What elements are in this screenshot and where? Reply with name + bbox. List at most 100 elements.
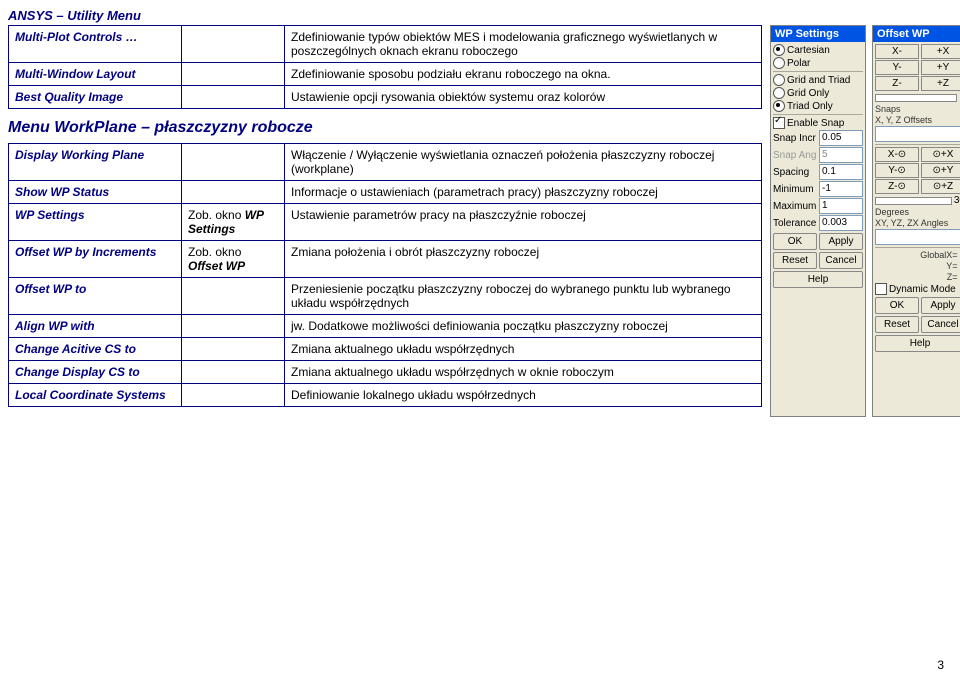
rotate-button[interactable]: ⊙+Y — [921, 163, 960, 178]
global-readout: Y= 0 — [875, 261, 960, 271]
table-cell — [182, 278, 285, 315]
table-cell: Zob. okno Offset WP — [182, 241, 285, 278]
help-button[interactable]: Help — [773, 271, 863, 288]
header-text: ANSYS – Utility Menu — [8, 8, 960, 23]
table-cell: Change Display CS to — [9, 361, 182, 384]
cancel-button[interactable]: Cancel — [819, 252, 863, 269]
offset-button[interactable]: +Y — [921, 60, 960, 75]
field-label: Maximum — [773, 201, 817, 212]
radio-icon[interactable] — [773, 44, 785, 56]
radio-label: Polar — [787, 58, 810, 69]
rotate-button[interactable]: X-⊙ — [875, 147, 919, 162]
table-cell — [182, 26, 285, 63]
offset-button[interactable]: +X — [921, 44, 960, 59]
table-cell — [182, 361, 285, 384]
table-cell — [182, 384, 285, 407]
wp-settings-panel: WP Settings CartesianPolar Grid and Tria… — [770, 25, 866, 417]
table-workplane: Display Working Plane Włączenie / Wyłącz… — [8, 143, 762, 407]
rotate-button[interactable]: Z-⊙ — [875, 179, 919, 194]
dynamic-mode-row[interactable]: Dynamic Mode — [875, 283, 960, 295]
radio-icon[interactable] — [773, 57, 785, 69]
radio-icon[interactable] — [773, 100, 785, 112]
help-button[interactable]: Help — [875, 335, 960, 352]
table-cell: Zmiana aktualnego układu współrzędnych — [285, 338, 762, 361]
table-cell: Zdefiniowanie typów obiektów MES i model… — [285, 26, 762, 63]
table-cell: Przeniesienie początku płaszczyzny roboc… — [285, 278, 762, 315]
rot-slider[interactable] — [875, 197, 952, 205]
table-cell — [182, 181, 285, 204]
snaps-sub: X, Y, Z Offsets — [875, 115, 960, 125]
table-cell: Informacje o ustawieniach (parametrach p… — [285, 181, 762, 204]
table-cell — [182, 63, 285, 86]
xyz-offsets-input[interactable] — [875, 126, 960, 142]
table-cell: Display Working Plane — [9, 144, 182, 181]
offset-button[interactable]: Y- — [875, 60, 919, 75]
table-cell: Zob. okno WP Settings — [182, 204, 285, 241]
rotate-button[interactable]: Y-⊙ — [875, 163, 919, 178]
field-label: Spacing — [773, 167, 817, 178]
enable-snap-label: Enable Snap — [787, 118, 844, 129]
field-label: Tolerance — [773, 218, 817, 229]
field-label: Minimum — [773, 184, 817, 195]
angles-label: XY, YZ, ZX Angles — [875, 218, 960, 228]
coord-option[interactable]: Cartesian — [773, 44, 863, 56]
cancel-button[interactable]: Cancel — [921, 316, 960, 333]
table-cell: Włączenie / Wyłączenie wyświetlania ozna… — [285, 144, 762, 181]
offset-button[interactable]: X- — [875, 44, 919, 59]
radio-label: Grid and Triad — [787, 75, 850, 86]
table-cell: Zmiana położenia i obrót płaszczyzny rob… — [285, 241, 762, 278]
apply-button[interactable]: Apply — [921, 297, 960, 314]
table-cell: jw. Dodatkowe możliwości definiowania po… — [285, 315, 762, 338]
angles-input[interactable] — [875, 229, 960, 245]
field-input[interactable]: 5 — [819, 147, 863, 163]
field-input[interactable]: -1 — [819, 181, 863, 197]
table-cell: Best Quality Image — [9, 86, 182, 109]
enable-snap-checkbox[interactable] — [773, 117, 785, 129]
field-input[interactable]: 1 — [819, 198, 863, 214]
field-input[interactable]: 0.003 — [819, 215, 863, 231]
field-label: Snap Ang — [773, 150, 817, 161]
global-readout: Z= 0 — [875, 272, 960, 282]
table-cell: Zdefiniowanie sposobu podziału ekranu ro… — [285, 63, 762, 86]
table-cell: Offset WP to — [9, 278, 182, 315]
grid-option[interactable]: Grid Only — [773, 87, 863, 99]
coord-option[interactable]: Polar — [773, 57, 863, 69]
reset-button[interactable]: Reset — [875, 316, 919, 333]
panel-title: Offset WP — [873, 26, 960, 42]
table-cell: Multi-Window Layout — [9, 63, 182, 86]
degrees-label: Degrees — [875, 207, 960, 217]
global-readout: GlobalX= 0 — [875, 250, 960, 260]
table-cell: Show WP Status — [9, 181, 182, 204]
table-cell: Zmiana aktualnego układu współrzędnych w… — [285, 361, 762, 384]
grid-option[interactable]: Triad Only — [773, 100, 863, 112]
rotate-button[interactable]: ⊙+Z — [921, 179, 960, 194]
grid-option[interactable]: Grid and Triad — [773, 74, 863, 86]
offset-slider[interactable] — [875, 94, 957, 102]
radio-label: Triad Only — [787, 101, 833, 112]
table-multiplot: Multi-Plot Controls … Zdefiniowanie typó… — [8, 25, 762, 109]
rot-slider-value: 30 — [954, 195, 960, 206]
table-cell: WP Settings — [9, 204, 182, 241]
radio-label: Cartesian — [787, 45, 830, 56]
table-cell: Align WP with — [9, 315, 182, 338]
table-cell — [182, 86, 285, 109]
table-cell — [182, 144, 285, 181]
radio-icon[interactable] — [773, 87, 785, 99]
ok-button[interactable]: OK — [875, 297, 919, 314]
field-input[interactable]: 0.1 — [819, 164, 863, 180]
apply-button[interactable]: Apply — [819, 233, 863, 250]
table-cell: Ustawienie opcji rysowania obiektów syst… — [285, 86, 762, 109]
field-label: Snap Incr — [773, 133, 817, 144]
table-cell — [182, 338, 285, 361]
table-cell: Offset WP by Increments — [9, 241, 182, 278]
offset-button[interactable]: Z- — [875, 76, 919, 91]
enable-snap-row[interactable]: Enable Snap — [773, 117, 863, 129]
rotate-button[interactable]: ⊙+X — [921, 147, 960, 162]
table-cell: Definiowanie lokalnego układu współrzedn… — [285, 384, 762, 407]
offset-button[interactable]: +Z — [921, 76, 960, 91]
ok-button[interactable]: OK — [773, 233, 817, 250]
dynamic-mode-checkbox[interactable] — [875, 283, 887, 295]
field-input[interactable]: 0.05 — [819, 130, 863, 146]
radio-icon[interactable] — [773, 74, 785, 86]
reset-button[interactable]: Reset — [773, 252, 817, 269]
